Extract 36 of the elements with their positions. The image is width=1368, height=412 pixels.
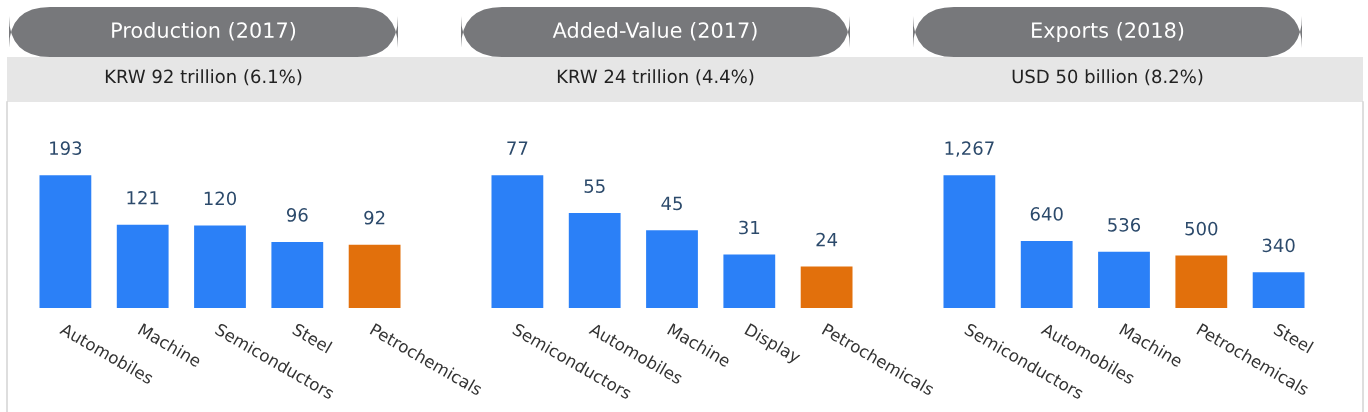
bar bbox=[723, 254, 776, 308]
bar bbox=[491, 175, 544, 308]
data-label: 31 bbox=[739, 220, 760, 235]
bar bbox=[800, 266, 853, 308]
data-label: 55 bbox=[584, 179, 605, 193]
data-label: 340 bbox=[1262, 238, 1295, 253]
data-label: 536 bbox=[1108, 217, 1141, 232]
chart-subtitle: KRW 24 trillion (4.4%) bbox=[557, 69, 754, 86]
bar bbox=[1020, 240, 1073, 308]
data-label: 640 bbox=[1030, 207, 1063, 221]
bar bbox=[39, 175, 92, 308]
bar bbox=[568, 213, 621, 308]
bar bbox=[194, 225, 246, 308]
bar bbox=[943, 175, 996, 308]
chart-subtitle: USD 50 billion (8.2%) bbox=[1012, 69, 1203, 86]
data-label: 24 bbox=[816, 232, 838, 247]
bar bbox=[1252, 272, 1305, 308]
data-label: 96 bbox=[286, 208, 308, 222]
data-label: 120 bbox=[204, 191, 237, 206]
data-label: 1,267 bbox=[945, 141, 994, 157]
chart-title: Exports (2018) bbox=[1032, 21, 1184, 43]
data-label: 500 bbox=[1185, 221, 1218, 236]
data-label: 193 bbox=[50, 141, 82, 155]
data-label: 77 bbox=[507, 141, 528, 155]
bar bbox=[1175, 255, 1228, 308]
chart-title: Production (2017) bbox=[112, 21, 296, 41]
bar bbox=[116, 224, 169, 308]
bar bbox=[646, 230, 698, 308]
bar bbox=[1098, 251, 1150, 308]
chart-subtitle: KRW 92 trillion (6.1%) bbox=[105, 69, 302, 86]
bar bbox=[271, 241, 324, 308]
chart-title: Added-Value (2017) bbox=[552, 21, 757, 41]
data-label: 92 bbox=[364, 210, 385, 225]
data-label: 45 bbox=[661, 196, 682, 211]
bar bbox=[348, 244, 401, 308]
data-label: 121 bbox=[127, 190, 159, 205]
